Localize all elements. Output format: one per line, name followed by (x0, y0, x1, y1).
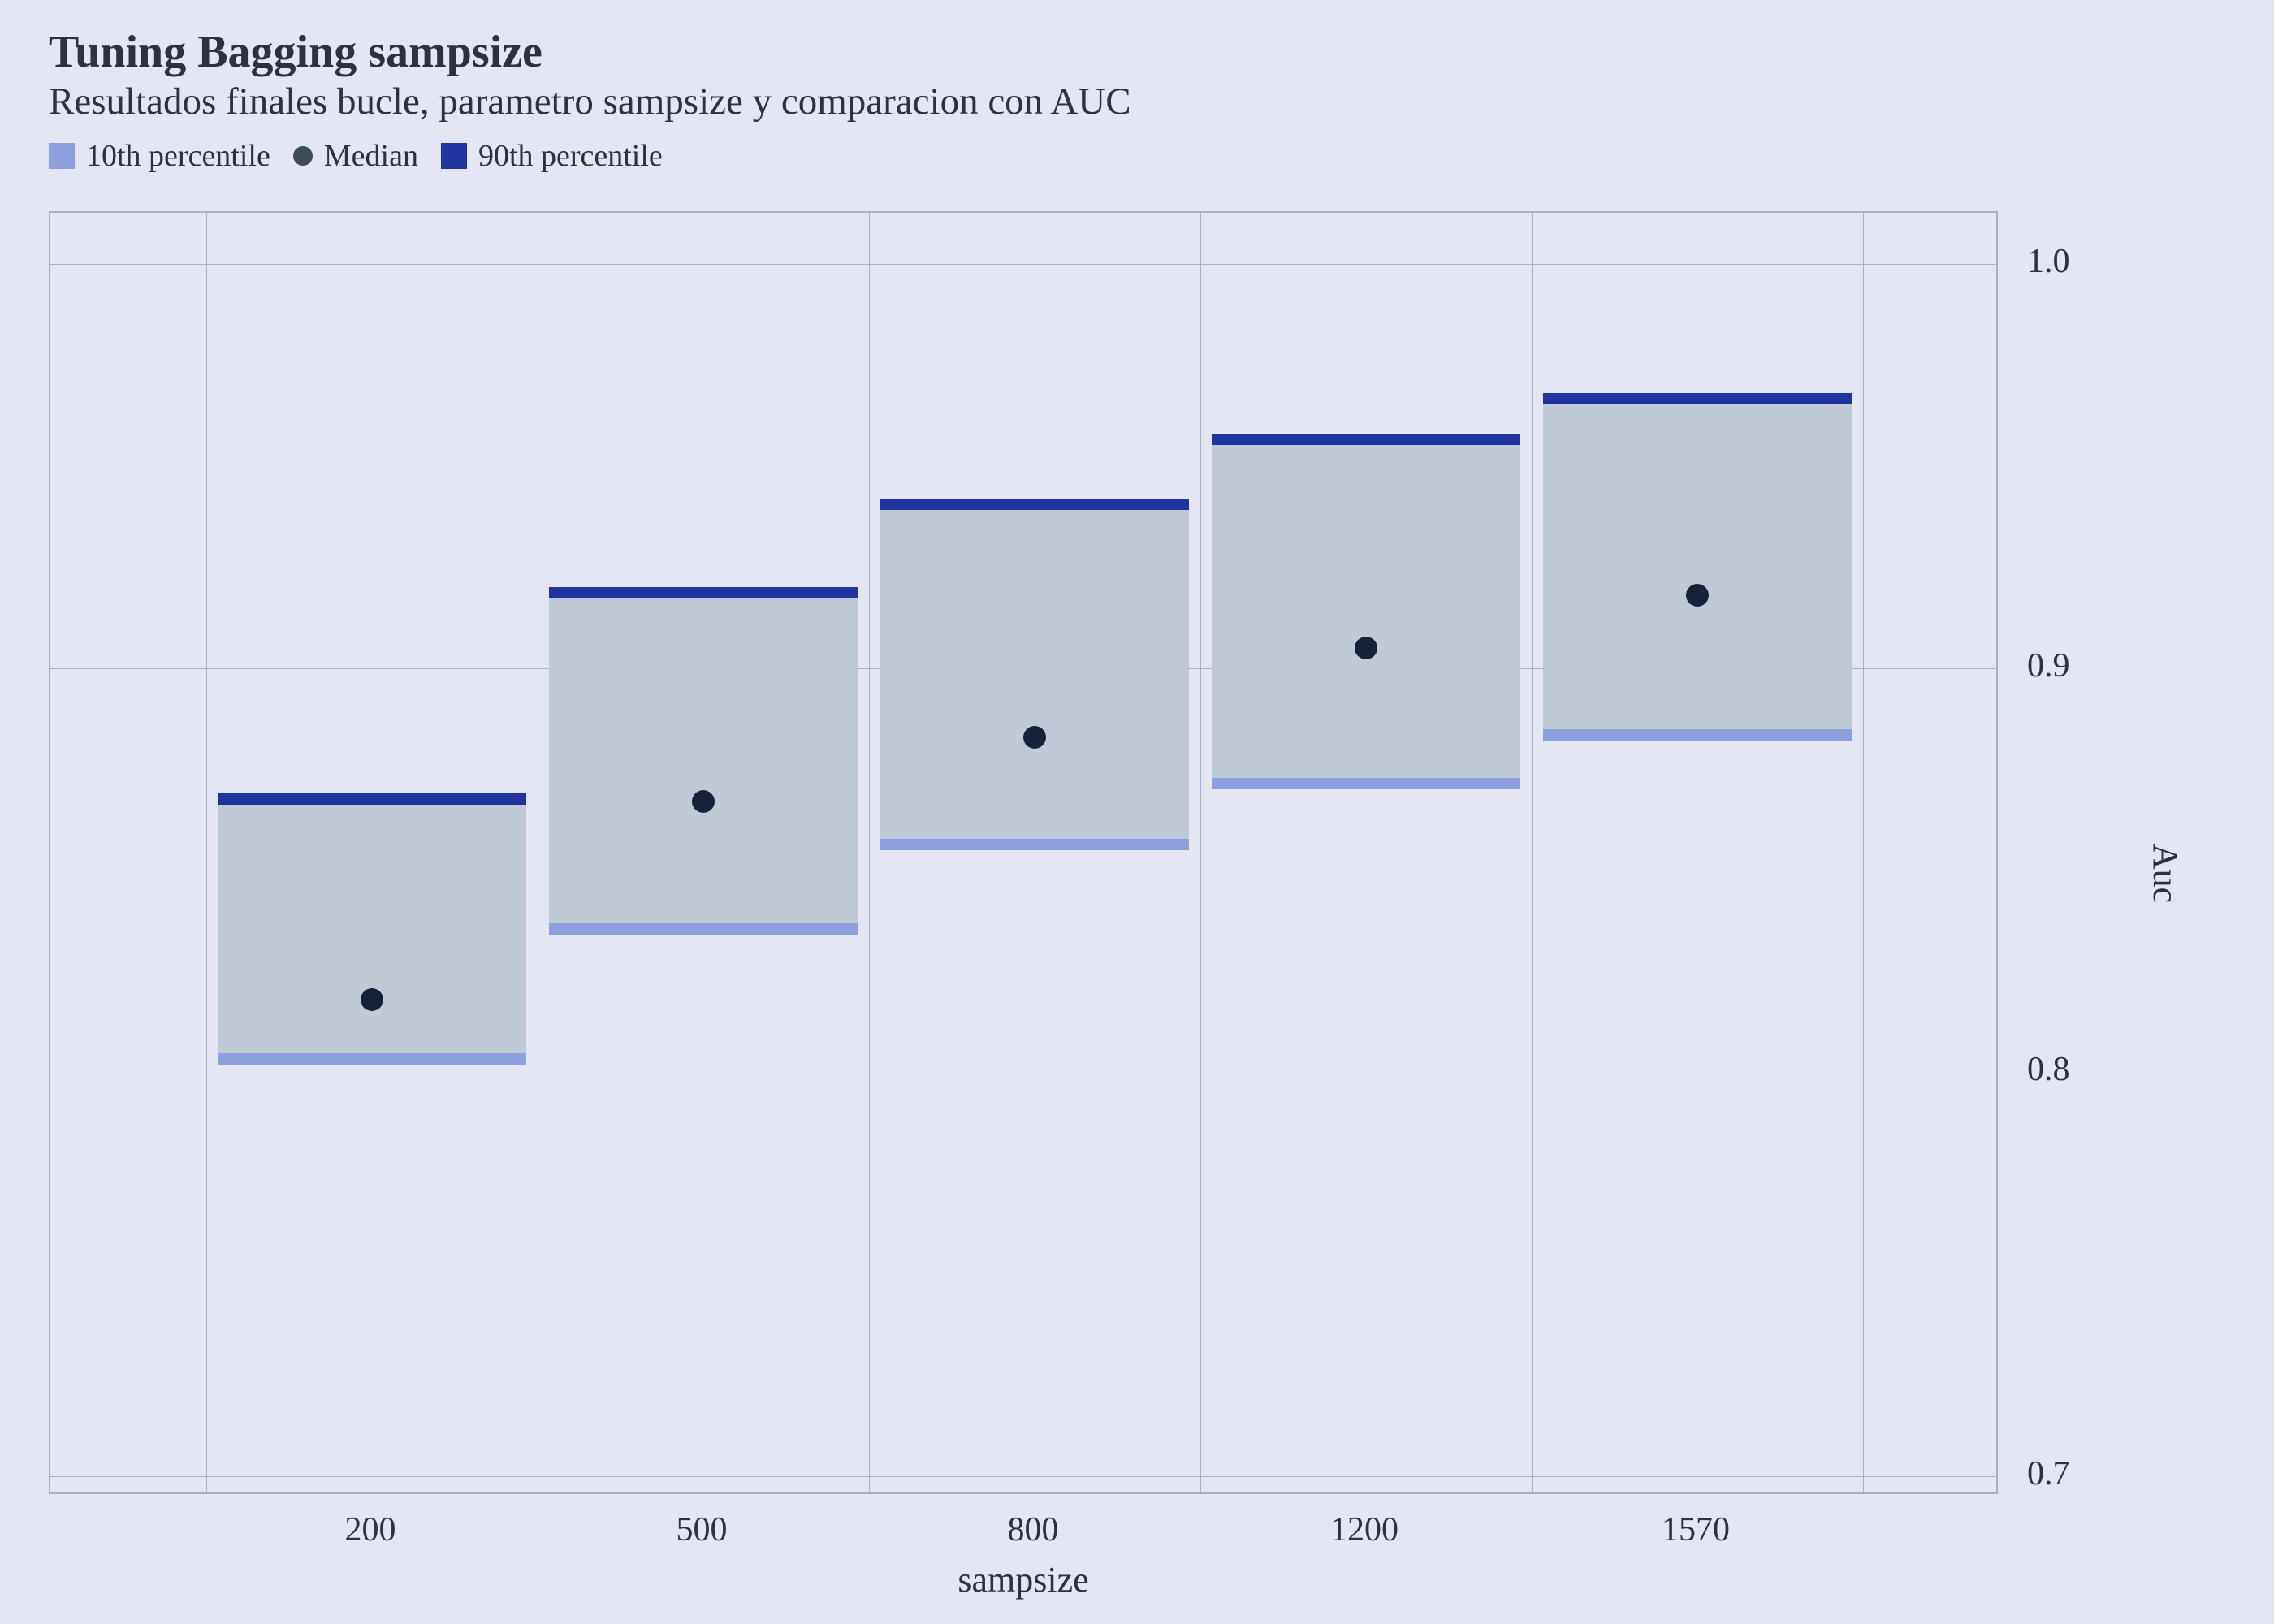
chart-title: Tuning Bagging sampsize (49, 26, 543, 78)
p90-cap (1543, 393, 1851, 404)
p90-cap (218, 793, 525, 805)
legend-swatch-rect (49, 143, 75, 169)
legend: 10th percentile Median 90th percentile (49, 138, 663, 174)
p90-cap (549, 587, 857, 598)
median-point (1686, 584, 1709, 607)
legend-label: 10th percentile (86, 138, 270, 174)
y-axis-label: Auc (2145, 844, 2186, 903)
gridline-vertical (1863, 213, 1864, 1492)
percentile-bar-body (218, 793, 525, 1064)
gridline-horizontal (50, 1476, 1996, 1477)
p10-cap (1543, 729, 1851, 741)
legend-swatch-rect (441, 143, 467, 169)
median-point (361, 988, 383, 1011)
y-tick-label: 1.0 (2027, 242, 2070, 281)
p90-cap (880, 499, 1188, 510)
y-tick-label: 0.7 (2027, 1454, 2070, 1493)
legend-item: 10th percentile (49, 138, 270, 174)
y-tick-label: 0.8 (2027, 1050, 2070, 1089)
percentile-bar (880, 499, 1188, 850)
percentile-bar (218, 793, 525, 1064)
percentile-bar (549, 587, 857, 935)
p90-cap (1212, 434, 1520, 445)
legend-label: Median (324, 138, 418, 174)
gridline-vertical (869, 213, 870, 1492)
median-point (692, 790, 715, 813)
median-point (1023, 726, 1046, 749)
chart-subtitle: Resultados finales bucle, parametro samp… (49, 80, 1131, 123)
plot-area (49, 211, 1998, 1494)
gridline-vertical (1200, 213, 1201, 1492)
x-tick-label: 1570 (1662, 1510, 1730, 1549)
percentile-bar (1543, 393, 1851, 741)
p10-cap (549, 923, 857, 935)
percentile-bar-body (1543, 393, 1851, 741)
legend-item: Median (293, 138, 418, 174)
x-axis-label: sampsize (958, 1559, 1088, 1600)
percentile-bar-body (549, 587, 857, 935)
x-tick-label: 500 (677, 1510, 728, 1549)
median-point (1355, 637, 1377, 659)
p10-cap (218, 1053, 525, 1065)
p10-cap (1212, 778, 1520, 789)
p10-cap (880, 839, 1188, 850)
gridline-horizontal (50, 264, 1996, 265)
x-tick-label: 800 (1008, 1510, 1059, 1549)
gridline-vertical (206, 213, 207, 1492)
percentile-bar-body (880, 499, 1188, 850)
percentile-bar (1212, 434, 1520, 789)
legend-label: 90th percentile (478, 138, 663, 174)
legend-swatch-circle (293, 146, 313, 166)
legend-item: 90th percentile (441, 138, 663, 174)
percentile-bar-body (1212, 434, 1520, 789)
x-tick-label: 200 (345, 1510, 396, 1549)
y-tick-label: 0.9 (2027, 646, 2070, 685)
page-root: Tuning Bagging sampsizeResultados finale… (0, 0, 2274, 1624)
x-tick-label: 1200 (1330, 1510, 1399, 1549)
gridline-vertical (1532, 213, 1533, 1492)
